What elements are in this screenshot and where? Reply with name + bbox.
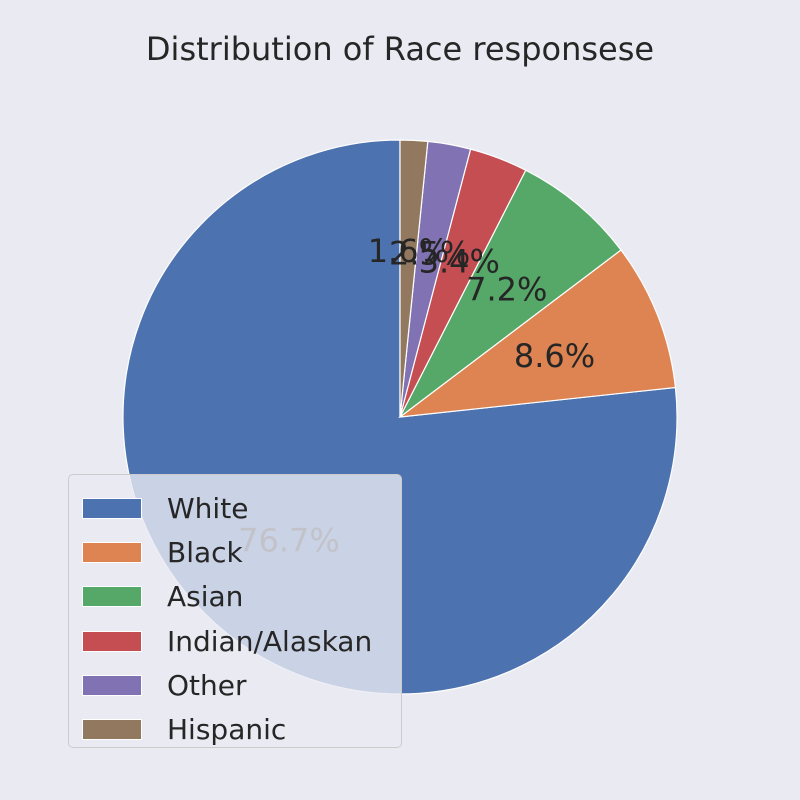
percent-label-other: 2.5% bbox=[389, 234, 470, 272]
legend-label: Other bbox=[167, 668, 247, 702]
legend-swatch bbox=[82, 541, 142, 563]
legend-swatch bbox=[82, 719, 142, 741]
legend-swatch bbox=[82, 630, 142, 652]
legend-label: Indian/Alaskan bbox=[167, 624, 373, 658]
chart-legend: White Black Asian Indian/Alaskan Other Hispan… bbox=[68, 474, 402, 748]
legend-label: White bbox=[167, 491, 249, 525]
legend-label: Asian bbox=[167, 580, 244, 614]
legend-swatch bbox=[82, 497, 142, 519]
legend-swatch bbox=[82, 674, 142, 696]
pie-slice-black bbox=[397, 249, 677, 418]
legend-label: Black bbox=[167, 535, 243, 569]
legend-label: Hispanic bbox=[167, 713, 287, 747]
legend-item: Other bbox=[82, 663, 401, 707]
chart-title: Distribution of Race responsese bbox=[145, 30, 655, 68]
legend-item: Hispanic bbox=[82, 707, 401, 751]
percent-label-asian: 7.2% bbox=[466, 271, 547, 309]
pie-slice-asian bbox=[399, 169, 622, 418]
legend-item: Asian bbox=[82, 575, 401, 619]
legend-item: Indian/Alaskan bbox=[82, 619, 401, 663]
legend-item: White bbox=[82, 486, 401, 530]
pie-slice-hispanic bbox=[399, 139, 429, 418]
percent-label-indian-alaskan: 3.4% bbox=[419, 243, 500, 281]
percent-label-hispanic: 1.6% bbox=[368, 232, 449, 270]
legend-swatch bbox=[82, 586, 142, 608]
legend-item: Black bbox=[82, 530, 401, 574]
percent-label-black: 8.6% bbox=[514, 337, 595, 375]
